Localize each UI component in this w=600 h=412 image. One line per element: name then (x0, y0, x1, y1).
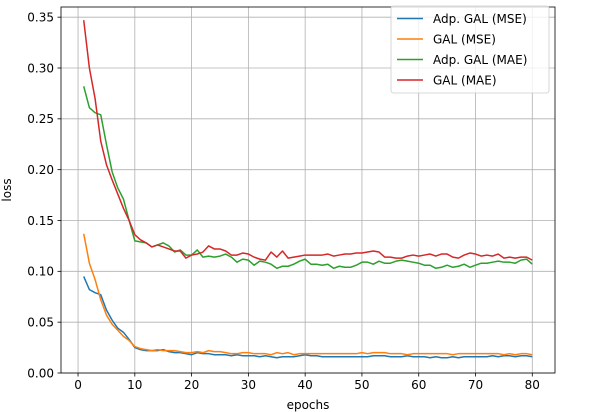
legend-label-2: GAL (MSE) (433, 32, 496, 46)
legend-label-4: GAL (MAE) (433, 73, 497, 87)
series-lines (82, 20, 533, 359)
x-tick-label: 40 (298, 378, 313, 392)
x-tick-label: 0 (74, 378, 82, 392)
x-tick-label: 60 (411, 378, 426, 392)
legend-label-1: Adp. GAL (MSE) (433, 12, 527, 26)
y-tick-label: 0.15 (27, 214, 54, 228)
y-axis-ticks: 0.00 0.05 0.10 0.15 0.20 0.25 0.30 0.35 (27, 10, 61, 380)
x-tick-label: 70 (468, 378, 483, 392)
x-tick-label: 30 (241, 378, 256, 392)
legend-label-3: Adp. GAL (MAE) (433, 53, 527, 67)
x-axis-label: epochs (287, 398, 330, 412)
legend-box (390, 5, 550, 94)
y-tick-label: 0.00 (27, 366, 54, 380)
y-tick-label: 0.35 (27, 10, 54, 24)
series-line-4 (82, 20, 533, 261)
y-tick-label: 0.10 (27, 265, 54, 279)
x-axis-ticks: 0 10 20 30 40 50 60 70 80 (74, 373, 540, 392)
y-tick-label: 0.30 (27, 61, 54, 75)
y-tick-label: 0.25 (27, 112, 54, 126)
x-tick-label: 80 (525, 378, 540, 392)
x-tick-label: 50 (354, 378, 369, 392)
x-tick-label: 10 (127, 378, 142, 392)
y-tick-label: 0.20 (27, 163, 54, 177)
series-line-2 (82, 233, 533, 356)
plot-frame (60, 6, 556, 374)
x-tick-label: 20 (184, 378, 199, 392)
legend: Adp. GAL (MSE) GAL (MSE) Adp. GAL (MAE) GAL… (390, 5, 550, 94)
y-tick-label: 0.05 (27, 315, 54, 329)
y-axis-label: loss (0, 178, 14, 201)
